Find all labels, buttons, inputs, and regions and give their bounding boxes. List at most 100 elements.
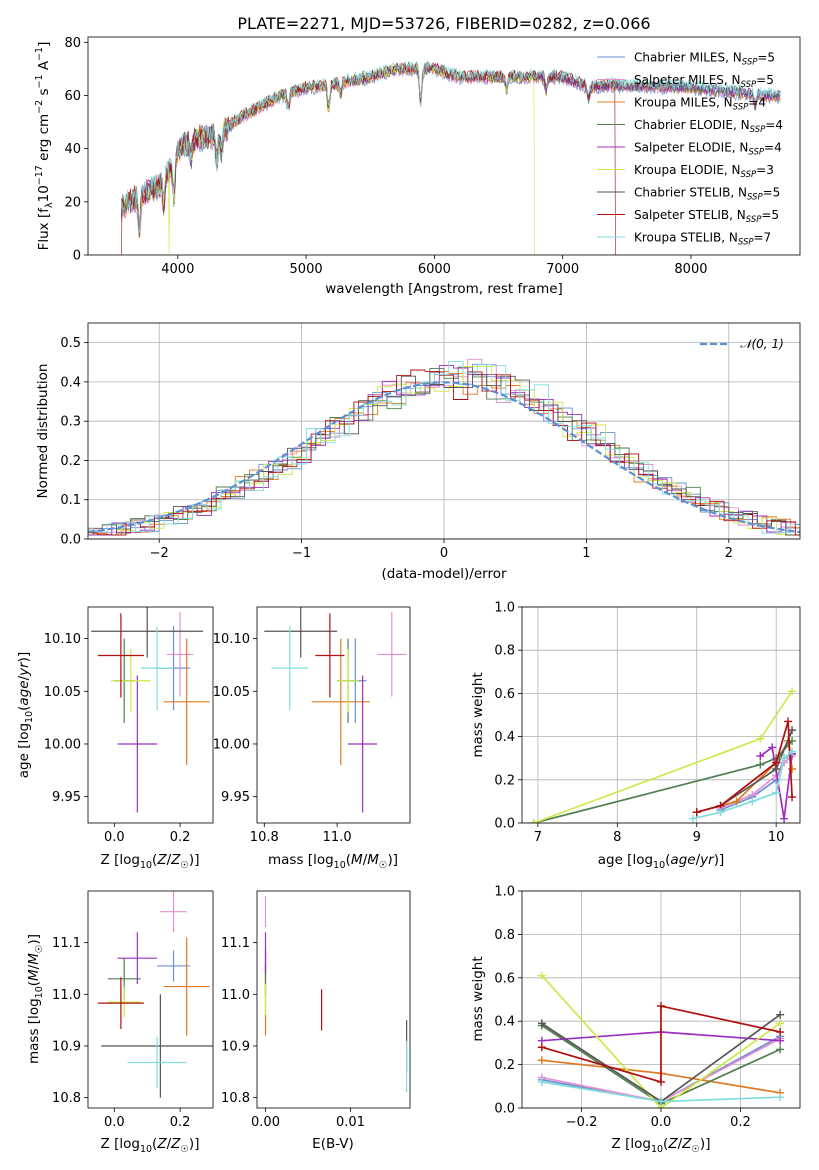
weight-vs-age-xlabel-part: / (696, 852, 701, 868)
weight-vs-age-spines (521, 606, 801, 824)
weight-vs-age-marker (772, 758, 781, 767)
weight-vs-Z-marker (776, 1093, 785, 1102)
weight-vs-Z-xlabel-part: ( (663, 1136, 668, 1152)
spectrum-ylabel-part: −1 (34, 74, 45, 88)
mass-vs-Z-errorbar-chabrier-miles (157, 950, 190, 982)
weight-vs-Z-marker (776, 1045, 785, 1054)
age-vs-mass-errorbar-kroupa-stelib (271, 625, 308, 711)
legend-entry-name: Chabrier MILES, N (634, 51, 742, 65)
spectrum-ylabel-part: λ (44, 202, 55, 208)
mass-vs-Z-errorbar-kroupa-miles (163, 937, 210, 1036)
weight-vs-age-marker (529, 819, 538, 823)
age-vs-mass-errorbar-salpeter-elodie (348, 675, 378, 813)
age-vs-mass-xlabel-part: ] (393, 852, 398, 868)
legend-entry: Kroupa STELIB, NSSP=7 (634, 231, 771, 248)
residuals-xtick-label: 1 (582, 546, 590, 561)
age-vs-mass-ytick-label: 10.05 (213, 685, 250, 700)
legend-entry-count: =5 (757, 51, 775, 65)
age-vs-Z-spines (87, 606, 214, 824)
spectrum-ylabel-part: 10 (36, 185, 52, 202)
weight-vs-age-ytick-label: 0.4 (494, 730, 515, 745)
age-vs-mass-ytick-label: 9.95 (221, 790, 250, 805)
weight-vs-Z-marker (776, 1028, 785, 1037)
weight-vs-age-series-kroupa-elodie (529, 687, 797, 823)
age-vs-mass-xlabel-part: mass [ (268, 852, 313, 868)
weight-vs-age-marker (756, 752, 765, 761)
age-vs-mass-errorbar-kroupa-elodie (337, 649, 359, 713)
mass-vs-Z-ylabel-part: ] (26, 934, 42, 939)
weight-vs-Z-ytick-label: 0.8 (494, 928, 515, 943)
weight-vs-Z-marker (776, 1036, 785, 1045)
mass-vs-Z-ytick-label: 10.9 (52, 1040, 81, 1055)
legend-entry-sub: SSP (741, 80, 757, 90)
weight-vs-age-marker (748, 797, 757, 806)
age-vs-Z-errorbar-salpeter-elodie (117, 675, 158, 813)
weight-vs-age-xtick-label: 10 (768, 830, 785, 845)
weight-vs-age-xlabel-part: 10 (653, 860, 665, 871)
mass-vs-ebv-xtick-label: 0.00 (251, 1115, 280, 1130)
mass-vs-Z-errorbar-salpeter-elodie (117, 932, 158, 984)
weight-vs-age-xlabel: age [log10(age/yr)] (598, 852, 725, 871)
legend-entry-count: =4 (748, 96, 766, 110)
legend-entry-count: =4 (764, 141, 782, 155)
age-vs-Z-ylabel-part: ] (16, 652, 32, 657)
legend-entry-name: Kroupa MILES, N (634, 96, 733, 110)
residuals-legend-label: 𝒩(0, 1) (740, 337, 784, 351)
age-vs-Z-xlabel-part: / (167, 852, 172, 868)
weight-vs-Z-marker (776, 1010, 785, 1019)
age-vs-Z-xlabel-part: Z [ (101, 852, 120, 868)
age-vs-mass-xlabel-part: log (313, 852, 334, 868)
spectrum-series-kroupa-stelib (121, 60, 781, 234)
weight-vs-age-marker (780, 814, 789, 823)
weight-vs-Z-series-kroupa-stelib (537, 1077, 785, 1106)
legend-entry-name: Chabrier STELIB, N (634, 186, 747, 200)
mass-vs-ebv-spines (256, 890, 411, 1109)
age-vs-Z-xlabel: Z [log10(Z/Z☉)] (101, 852, 200, 871)
residuals-xtick-label: 0 (440, 546, 448, 561)
spectrum-ytick-label: 60 (64, 89, 81, 104)
mass-vs-Z-xlabel-part: ☉ (180, 1144, 189, 1155)
weight-vs-Z-xlabel-part: 10 (651, 1144, 663, 1155)
weight-vs-Z-xtick-label: −0.2 (566, 1115, 598, 1130)
legend-entry: Kroupa MILES, NSSP=4 (634, 96, 766, 113)
legend-entry-count: =5 (756, 73, 774, 87)
figure-title: PLATE=2271, MJD=53726, FIBERID=0282, z=0… (237, 14, 650, 33)
legend-entry-count: =4 (765, 118, 783, 132)
spectrum-ylabel: Flux [fλ10−17 erg cm−2 s−1 A−1] (34, 42, 55, 251)
weight-vs-Z-marker (776, 1019, 785, 1028)
legend-entry: Salpeter STELIB, NSSP=5 (634, 208, 779, 225)
weight-vs-age-xlabel-part: log (632, 852, 653, 868)
weight-vs-Z-frame: −0.2 0.0 0.20.00.20.40.60.81.0Z [log10(Z/Z… (470, 885, 801, 1155)
age-vs-Z-errorbar-salpeter-miles (166, 612, 194, 697)
age-vs-Z-xlabel-part: ☉ (180, 860, 189, 871)
mass-vs-Z-plot-area (97, 891, 213, 1098)
legend-entry-sub: SSP (750, 125, 766, 135)
weight-vs-age-xlabel-part: age (670, 852, 695, 868)
mass-vs-Z-ytick-label: 11.0 (52, 988, 81, 1003)
mass-vs-Z-ylabel-part: log (26, 998, 42, 1019)
weight-vs-age-xlabel-part: age [ (598, 852, 633, 868)
legend-entry-count: =5 (761, 208, 779, 222)
weight-vs-Z-marker (537, 971, 546, 980)
mass-vs-ebv-frame: 0.00 0.01 10.8 10.9 11.0 11.1 E(B-V) (221, 890, 411, 1152)
mass-vs-Z-xtick-label: 0.0 (104, 1115, 125, 1130)
mass-vs-Z-spines (87, 890, 214, 1109)
legend-entry-count: =5 (763, 186, 781, 200)
mass-vs-Z-frame: 0.0 0.210.810.911.011.1Z [log10(Z/Z☉)]mas… (26, 890, 214, 1155)
residuals-axes: −2 −1 0 1 2 0.0 0.1 0.2 0.3 0.4 0.5 (data-model)/er… (35, 322, 801, 582)
spectrum-ytick-label: 40 (64, 142, 81, 157)
mass-vs-Z-axes: 0.0 0.210.810.911.011.1Z [log10(Z/Z☉)]mas… (26, 890, 214, 1155)
age-vs-Z-ylabel-part: 10 (24, 711, 35, 723)
mass-vs-Z-ylabel-part: M (26, 953, 42, 965)
weight-vs-Z-ytick-label: 0.6 (494, 971, 515, 986)
weight-vs-Z-xlabel-part: ☉ (691, 1144, 700, 1155)
legend-entry-sub: SSP (741, 170, 757, 180)
weight-vs-Z-marker (657, 1097, 665, 1106)
weight-vs-Z-xlabel: Z [log10(Z/Z☉)] (612, 1136, 711, 1155)
legend-entry: Chabrier ELODIE, NSSP=4 (634, 118, 783, 135)
mass-vs-ebv-ytick-label: 11.0 (221, 988, 250, 1003)
